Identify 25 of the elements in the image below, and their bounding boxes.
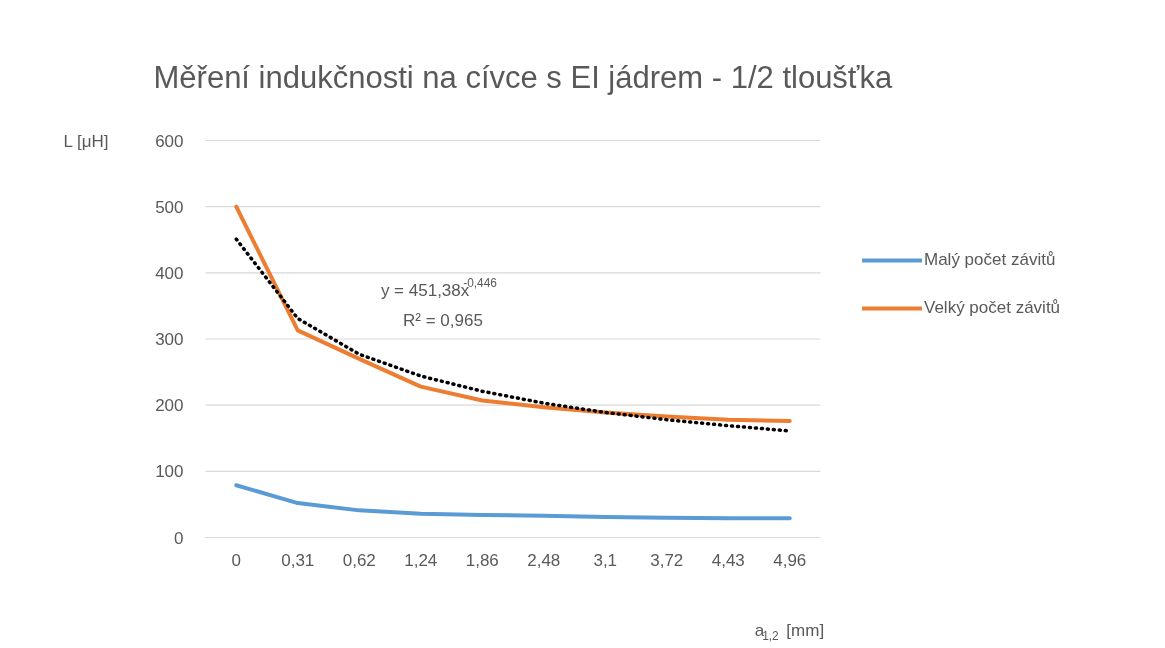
y-tick-label: 300 (155, 330, 184, 349)
line-series (234, 483, 792, 521)
annotation: R² = 0,965 (403, 311, 483, 330)
y-tick-label: 200 (155, 396, 184, 416)
x-tick-label: 2,48 (527, 550, 561, 570)
y-tick-label: 0 (174, 528, 184, 548)
x-tick-label: 0 (231, 550, 241, 570)
x-tick-label: 4,96 (773, 550, 807, 570)
x-tick-label: 0,31 (281, 550, 315, 570)
line-series (234, 204, 792, 424)
y-tick-label: 600 (155, 131, 184, 151)
y-tick-label: 100 (155, 462, 184, 482)
legend-label: Malý počet závitů (924, 250, 1056, 270)
chart-title: Měření indukčnosti na cívce s EI jádrem - 1/2 tloušťka (153, 60, 893, 95)
annotation: y = 451,38x-0,446 (380, 276, 498, 300)
legend-label: Velký počet závitů (924, 298, 1061, 318)
x-tick-label: 3,1 (593, 550, 618, 570)
x-tick-label: 1,86 (465, 550, 499, 570)
x-tick-label: 0,62 (342, 550, 376, 570)
y-axis-title: L [μH] (63, 132, 109, 151)
x-tick-label: 4,43 (711, 550, 745, 570)
y-tick-label: 500 (155, 197, 184, 217)
x-tick-label: 3,72 (650, 550, 684, 570)
y-tick-label: 400 (155, 263, 184, 283)
x-tick-label: 1,24 (404, 550, 438, 570)
